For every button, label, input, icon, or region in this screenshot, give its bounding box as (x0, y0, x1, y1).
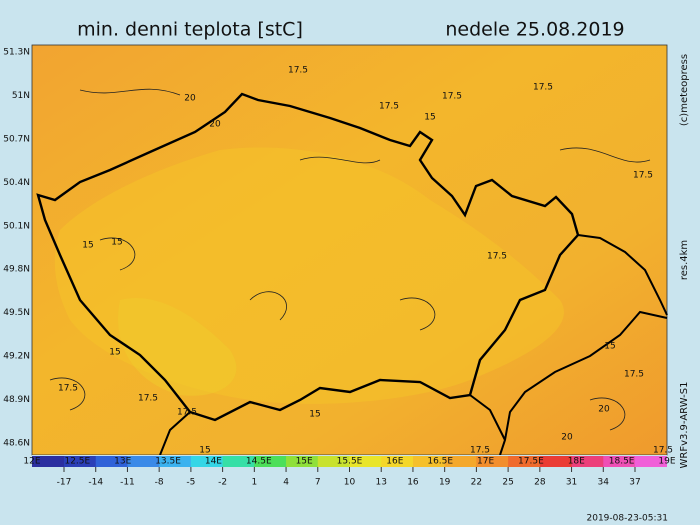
colorbar-segment (317, 456, 350, 467)
colorbar-segment (381, 456, 414, 467)
map-title: min. denni teplota [stC] (77, 19, 303, 41)
lon-label: 12E (23, 457, 40, 467)
lon-label: 15E (296, 457, 313, 467)
colorbar-segment (508, 456, 541, 467)
contour-label: 15 (111, 238, 122, 248)
contour-label: 17.5 (138, 394, 158, 404)
colorbar-segment (412, 456, 446, 467)
contour-label: 17.5 (487, 252, 507, 262)
colorbar-segment (222, 456, 255, 467)
lon-label: 18E (568, 457, 585, 467)
lat-label: 50.7N (3, 134, 30, 144)
colorbar-label: 31 (566, 478, 577, 488)
lat-label: 49.5N (3, 308, 30, 318)
lat-label: 49.2N (3, 352, 30, 362)
lat-label: 51.3N (3, 48, 30, 58)
contour-label: 15 (604, 342, 615, 352)
contour-label: 15 (424, 113, 435, 123)
contour-label: 15 (109, 348, 120, 358)
contour-label: 17.5 (379, 102, 399, 112)
contour-label: 17.5 (442, 92, 462, 102)
colorbar-label: -17 (57, 478, 72, 488)
colorbar-segment (190, 456, 224, 467)
colorbar-segment (603, 456, 636, 467)
contour-label: 15 (82, 241, 93, 251)
cool-field (118, 298, 237, 396)
lat-label: 49.8N (3, 265, 30, 275)
contour-label: 15 (199, 446, 210, 456)
colorbar-segment (254, 456, 287, 467)
lat-label: 48.9N (3, 395, 30, 405)
lon-label: 13.5E (155, 457, 181, 467)
lon-label: 17.5E (518, 457, 544, 467)
colorbar-segment (635, 456, 667, 467)
contour-label: 20 (561, 433, 573, 443)
colorbar-label: 28 (534, 478, 546, 488)
colorbar-segment (286, 456, 319, 467)
contour-label: 17.5 (624, 370, 644, 380)
colorbar-segment (444, 456, 477, 467)
colorbar-segment (349, 456, 382, 467)
neighbor-border (159, 234, 668, 456)
lat-label: 51N (12, 91, 30, 101)
colorbar-label: 1 (251, 478, 257, 488)
colorbar-label: 10 (344, 478, 356, 488)
contour-label: 17.5 (288, 66, 308, 76)
colorbar-segment (64, 456, 97, 467)
lon-label: 16.5E (427, 457, 453, 467)
colorbar-label: 4 (283, 478, 289, 488)
contour-label: 17.5 (470, 446, 490, 456)
colorbar-segment (95, 456, 128, 467)
colorbar-label: 16 (407, 478, 419, 488)
lon-label: 14E (205, 457, 222, 467)
colorbar-segment (159, 456, 192, 467)
colorbar-label: 7 (315, 478, 321, 488)
contour-label: 17.5 (653, 446, 673, 456)
contour-label: 20 (184, 94, 196, 104)
country-border (36, 92, 580, 422)
colorbar-segment (571, 456, 604, 467)
colorbar-segment (127, 456, 160, 467)
lon-label: 13E (114, 457, 131, 467)
contour-label: 20 (598, 405, 610, 415)
contour-label: 20 (209, 120, 221, 130)
contour-label: 15 (309, 410, 320, 420)
lon-label: 19E (658, 457, 675, 467)
colorbar-label: -5 (186, 478, 195, 488)
colorbar-segment (32, 456, 64, 467)
colorbar-label: -8 (155, 478, 164, 488)
colorbar-segment (539, 456, 573, 467)
colorbar-label: -11 (120, 478, 135, 488)
lon-label: 15.5E (337, 457, 363, 467)
resolution: res.4km (679, 240, 690, 280)
lon-label: 14.5E (246, 457, 272, 467)
colorbar-label: 13 (375, 478, 386, 488)
contour-line (49, 88, 651, 431)
contour-label: 17.5 (633, 171, 653, 181)
credit: (c)meteopress (679, 54, 690, 126)
colorbar-label: -2 (218, 478, 227, 488)
lat-label: 48.6N (3, 439, 30, 449)
colorbar-label: -14 (88, 478, 103, 488)
colorbar-label: 37 (629, 478, 640, 488)
lon-label: 12.5E (64, 457, 90, 467)
contour-label: 17.5 (58, 384, 78, 394)
contour-label: 17.5 (533, 83, 553, 93)
colorbar-label: 22 (471, 478, 482, 488)
contour-label: 17.5 (177, 408, 197, 418)
colorbar-label: 25 (502, 478, 513, 488)
lon-label: 18.5E (609, 457, 635, 467)
lat-label: 50.1N (3, 221, 30, 231)
lon-label: 17E (477, 457, 494, 467)
colorbar-label: 19 (439, 478, 451, 488)
colorbar-label: 34 (598, 478, 610, 488)
timestamp: 2019-08-23-05:31 (587, 514, 669, 524)
colorbar-segment (476, 456, 509, 467)
lon-label: 16E (386, 457, 403, 467)
model-name: WRFv3.9-ARW-S1 (679, 382, 690, 469)
lat-label: 50.4N (3, 178, 30, 188)
map-date: nedele 25.08.2019 (445, 19, 624, 41)
